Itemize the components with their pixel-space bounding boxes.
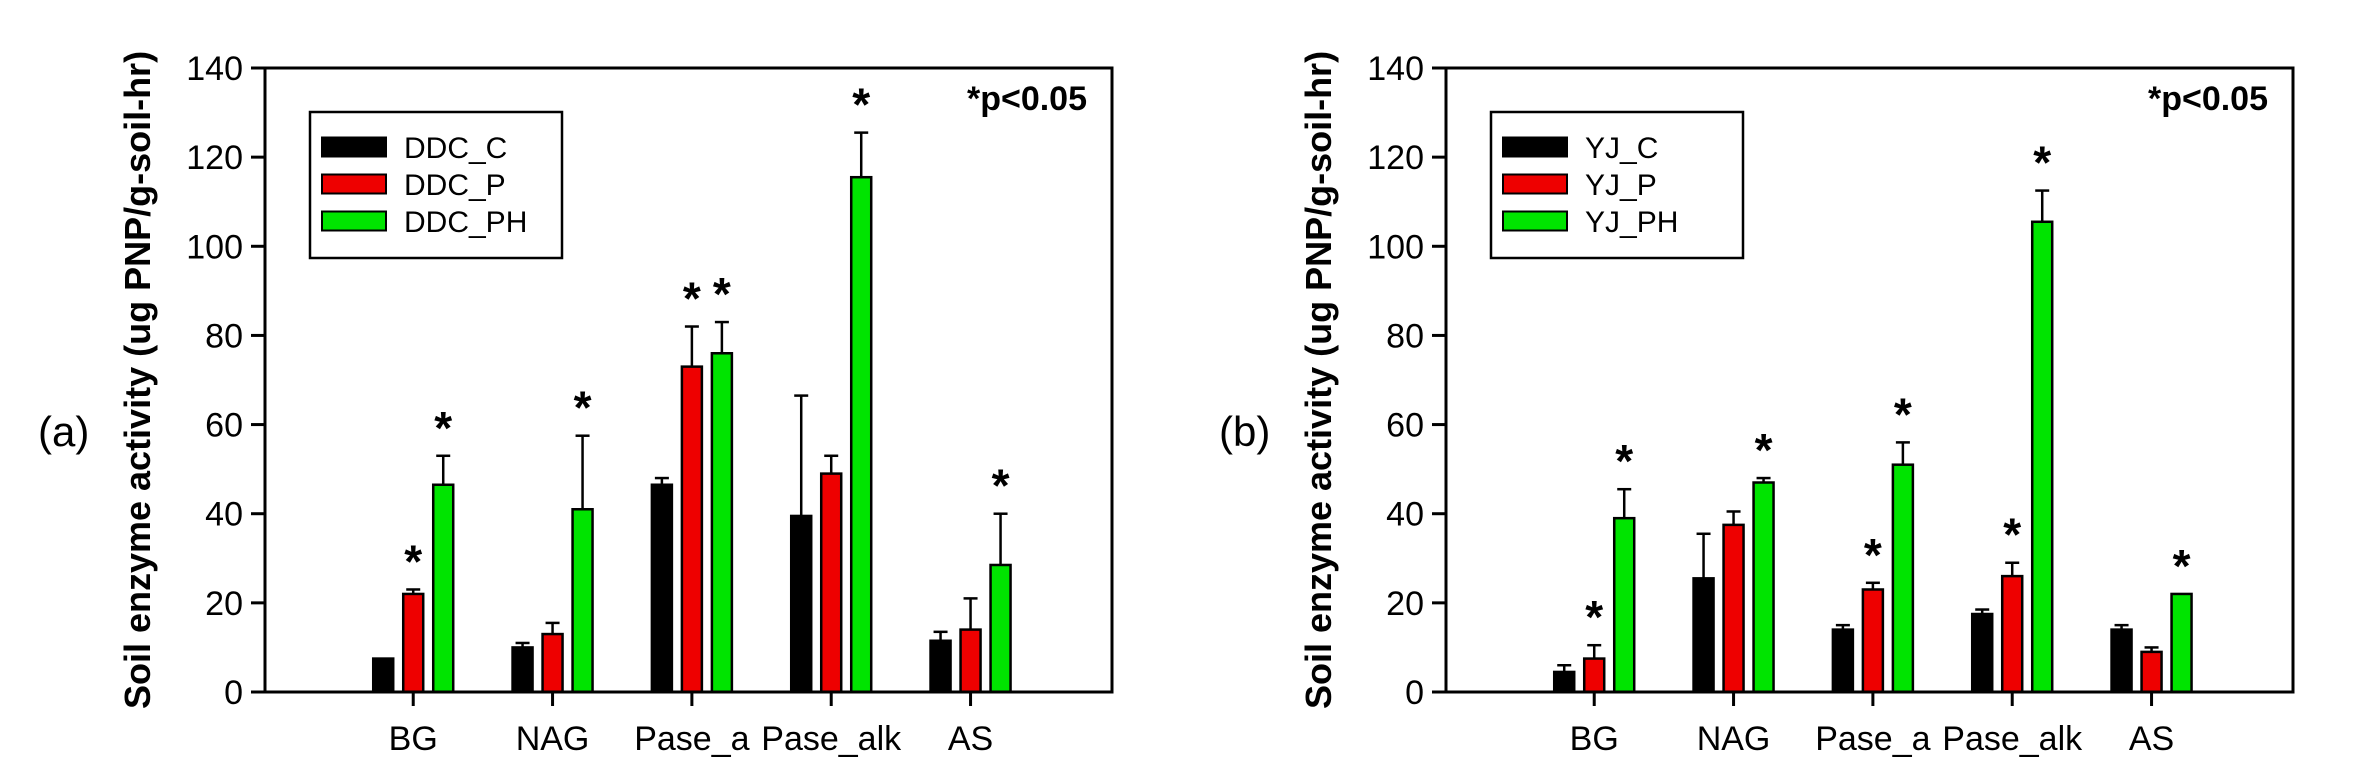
y-tick-label-120: 120: [186, 139, 243, 177]
bar-DDC_C-Pase_a: [650, 483, 674, 694]
y-tick-label-20: 20: [205, 585, 243, 623]
bar-YJ_P-Pase_alk: [2000, 574, 2024, 694]
bar-DDC_P-AS: [959, 628, 982, 694]
significance-asterisk-YJ_PH-BG: *: [1615, 435, 1633, 487]
bar-YJ_PH-BG: [1612, 516, 1636, 694]
legend-label-DDC_P: DDC_P: [404, 169, 506, 202]
bar-DDC_PH-Pase_alk: [849, 175, 873, 694]
significance-asterisk-DDC_PH-Pase_a: *: [713, 268, 731, 320]
y-tick-label-80: 80: [205, 317, 243, 355]
bar-DDC_PH-AS: [989, 563, 1012, 694]
y-tick-label-80: 80: [1386, 317, 1424, 355]
bar-DDC_P-Pase_alk: [819, 472, 843, 694]
bar-YJ_PH-Pase_a: [1891, 463, 1915, 694]
legend-label-DDC_C: DDC_C: [404, 132, 507, 165]
bar-DDC_PH-Pase_a: [710, 352, 734, 694]
significance-asterisk-YJ_PH-AS: *: [2173, 540, 2191, 592]
significance-asterisk-YJ_P-Pase_alk: *: [2003, 509, 2021, 561]
bar-DDC_P-NAG: [541, 632, 564, 694]
x-tick-label-Pase_alk: Pase_alk: [761, 720, 902, 758]
significance-asterisk-YJ_PH-NAG: *: [1755, 424, 1773, 476]
y-tick-label-140: 140: [186, 50, 243, 88]
significance-asterisk-DDC_P-Pase_a: *: [683, 273, 701, 325]
bar-YJ_PH-NAG: [1752, 481, 1775, 694]
significance-asterisk-YJ_PH-Pase_alk: *: [2033, 137, 2051, 189]
legend-swatch-DDC_P: [321, 173, 387, 195]
x-tick-label-Pase_a: Pase_a: [1815, 720, 1930, 758]
x-tick-label-AS: AS: [948, 720, 993, 758]
significance-asterisk-YJ_P-BG: *: [1585, 591, 1603, 643]
legend-label-DDC_PH: DDC_PH: [404, 206, 527, 239]
bar-DDC_PH-BG: [431, 483, 455, 694]
legend-swatch-DDC_PH: [321, 210, 387, 232]
x-tick-label-AS: AS: [2129, 720, 2174, 758]
panel-a: * * BG * NAG * * Pase_a * Pase_alk * AS 0 20 40 60 80 100…: [38, 50, 1114, 758]
bar-chart-panel-b: * * BG * NAG * * Pase_a * * Pase_alk * AS 0 20 40 60 80 10…: [1219, 50, 2295, 758]
x-tick-label-NAG: NAG: [516, 720, 590, 758]
bar-YJ_P-Pase_a: [1861, 588, 1885, 694]
y-tick-label-40: 40: [205, 496, 243, 534]
significance-asterisk-YJ_PH-Pase_a: *: [1894, 388, 1912, 440]
bar-YJ_PH-AS: [2170, 592, 2193, 694]
legend-swatch-YJ_P: [1502, 173, 1568, 195]
significance-asterisk-DDC_PH-Pase_alk: *: [852, 79, 870, 131]
legend-label-YJ_P: YJ_P: [1585, 169, 1657, 202]
y-tick-label-140: 140: [1367, 50, 1424, 88]
significance-asterisk-YJ_P-Pase_a: *: [1864, 529, 1882, 581]
legend-label-YJ_PH: YJ_PH: [1585, 206, 1678, 239]
panel-letter: (b): [1219, 408, 1270, 455]
legend-label-YJ_C: YJ_C: [1585, 132, 1658, 165]
bar-DDC_C-NAG: [511, 646, 534, 694]
bar-YJ_C-BG: [1552, 670, 1576, 694]
bar-YJ_C-Pase_a: [1831, 628, 1855, 694]
significance-asterisk-DDC_P-BG: *: [404, 535, 422, 587]
x-tick-label-BG: BG: [389, 720, 438, 758]
sig-note: *p<0.05: [2148, 80, 2268, 118]
y-tick-label-60: 60: [1386, 407, 1424, 445]
legend-swatch-DDC_C: [321, 136, 387, 158]
y-tick-label-120: 120: [1367, 139, 1424, 177]
y-axis-title: Soil enzyme activity (ug PNP/g-soil-hr): [1298, 51, 1339, 709]
significance-asterisk-DDC_PH-BG: *: [434, 402, 452, 454]
y-tick-label-100: 100: [186, 228, 243, 266]
bar-DDC_C-AS: [929, 639, 952, 694]
bar-DDC_C-Pase_alk: [789, 514, 813, 694]
sig-note: *p<0.05: [967, 80, 1087, 118]
bar-YJ_P-AS: [2140, 650, 2163, 694]
bar-DDC_C-BG: [371, 657, 395, 694]
y-axis-title: Soil enzyme activity (ug PNP/g-soil-hr): [117, 51, 158, 709]
plot-box: [263, 66, 1114, 694]
y-tick-label-40: 40: [1386, 496, 1424, 534]
x-tick-label-BG: BG: [1570, 720, 1619, 758]
bar-YJ_P-NAG: [1722, 523, 1745, 694]
y-tick-label-0: 0: [1405, 674, 1424, 712]
y-tick-label-0: 0: [224, 674, 243, 712]
bar-YJ_P-BG: [1582, 657, 1606, 694]
x-tick-label-Pase_a: Pase_a: [634, 720, 749, 758]
panel-letter: (a): [38, 408, 89, 455]
bar-chart-panel-a: **BG*NAG* *Pase_a*Pase_alk*AS020406080100…: [38, 50, 1114, 758]
x-tick-label-NAG: NAG: [1697, 720, 1771, 758]
bar-YJ_PH-Pase_alk: [2030, 220, 2054, 694]
panel-b: * * BG * NAG * * Pase_a * * Pase_alk * AS 0 20 40 60 80 10…: [1181, 0, 2362, 779]
y-tick-label-60: 60: [205, 407, 243, 445]
y-tick-label-20: 20: [1386, 585, 1424, 623]
plot-box: [1444, 66, 2295, 694]
bar-DDC_P-BG: [401, 592, 425, 694]
bar-DDC_PH-NAG: [571, 508, 594, 694]
significance-asterisk-DDC_PH-AS: *: [992, 460, 1010, 512]
legend-swatch-YJ_PH: [1502, 210, 1568, 232]
bar-YJ_C-AS: [2110, 628, 2133, 694]
legend-swatch-YJ_C: [1502, 136, 1568, 158]
bar-DDC_P-Pase_a: [680, 365, 704, 694]
significance-asterisk-DDC_PH-NAG: *: [574, 382, 592, 434]
bar-YJ_C-Pase_alk: [1970, 612, 1994, 694]
y-tick-label-100: 100: [1367, 228, 1424, 266]
bar-YJ_C-NAG: [1692, 577, 1715, 694]
x-tick-label-Pase_alk: Pase_alk: [1942, 720, 2083, 758]
